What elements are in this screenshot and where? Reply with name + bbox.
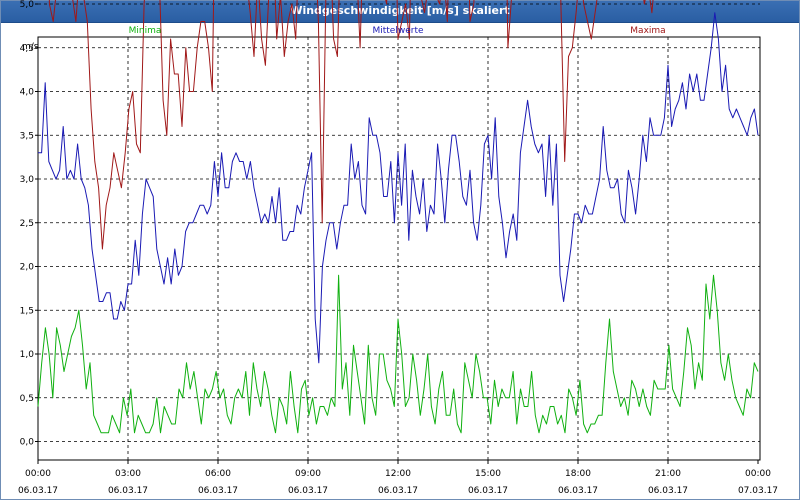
x-tick-date-label: 06.03.17 xyxy=(108,486,148,496)
x-tick-time-label: 00:00 xyxy=(25,469,51,479)
series-line-maxima xyxy=(48,0,654,250)
series-line-minima xyxy=(37,274,759,434)
x-tick-date-label: 06.03.17 xyxy=(468,486,508,496)
x-tick-date-label: 06.03.17 xyxy=(198,486,238,496)
title-bar: Windgeschwindigkeit [m/s] skaliert xyxy=(1,1,799,23)
legend: Minima Mittelwerte Maxima xyxy=(129,26,666,36)
x-tick-time-label: 03:00 xyxy=(115,469,141,479)
legend-label-mittelwerte: Mittelwerte xyxy=(372,26,423,36)
legend-label-minima: Minima xyxy=(129,26,162,36)
x-tick-date-label: 06.03.17 xyxy=(378,486,418,496)
x-tick-date-label: 06.03.17 xyxy=(18,486,58,496)
y-tick-label: 0,0 xyxy=(20,438,35,448)
window-title: Windgeschwindigkeit [m/s] skaliert xyxy=(290,4,510,17)
legend-label-maxima: Maxima xyxy=(630,26,665,36)
y-tick-label: 1,0 xyxy=(20,350,35,360)
x-axis: 00:00 06.03.17 03:00 06.03.17 06:00 06.03.17 0… xyxy=(18,460,778,496)
y-tick-label: 4,5 xyxy=(20,44,34,54)
x-tick-time-label: 21:00 xyxy=(655,469,681,479)
plot-area xyxy=(37,36,761,461)
y-tick-label: 0,5 xyxy=(20,394,34,404)
y-tick-label: 2,5 xyxy=(20,219,34,229)
y-tick-label: 2,0 xyxy=(20,263,35,273)
y-tick-label: 5,0 xyxy=(20,0,35,10)
grid xyxy=(38,3,760,460)
y-tick-label: 1,5 xyxy=(20,306,34,316)
y-tick-label: 3,0 xyxy=(20,175,35,185)
x-tick-time-label: 00:00 xyxy=(745,469,771,479)
x-tick-time-label: 18:00 xyxy=(565,469,591,479)
series-line-mittelwerte xyxy=(38,12,759,364)
x-tick-time-label: 06:00 xyxy=(205,469,231,479)
y-axis: 0,00,51,01,52,02,53,03,54,04,55,05,56,06… xyxy=(20,0,38,448)
y-tick-label: 3,5 xyxy=(20,131,34,141)
x-tick-date-label: 06.03.17 xyxy=(558,486,598,496)
series-lines xyxy=(37,0,759,434)
y-tick-label: 4,0 xyxy=(20,88,35,98)
y-axis-unit-label: m/s xyxy=(22,42,39,52)
x-tick-date-label: 06.03.17 xyxy=(288,486,328,496)
x-tick-time-label: 12:00 xyxy=(385,469,411,479)
x-tick-time-label: 15:00 xyxy=(475,469,501,479)
x-tick-time-label: 09:00 xyxy=(295,469,321,479)
x-tick-date-label: 07.03.17 xyxy=(738,486,778,496)
x-tick-date-label: 06.03.17 xyxy=(648,486,688,496)
